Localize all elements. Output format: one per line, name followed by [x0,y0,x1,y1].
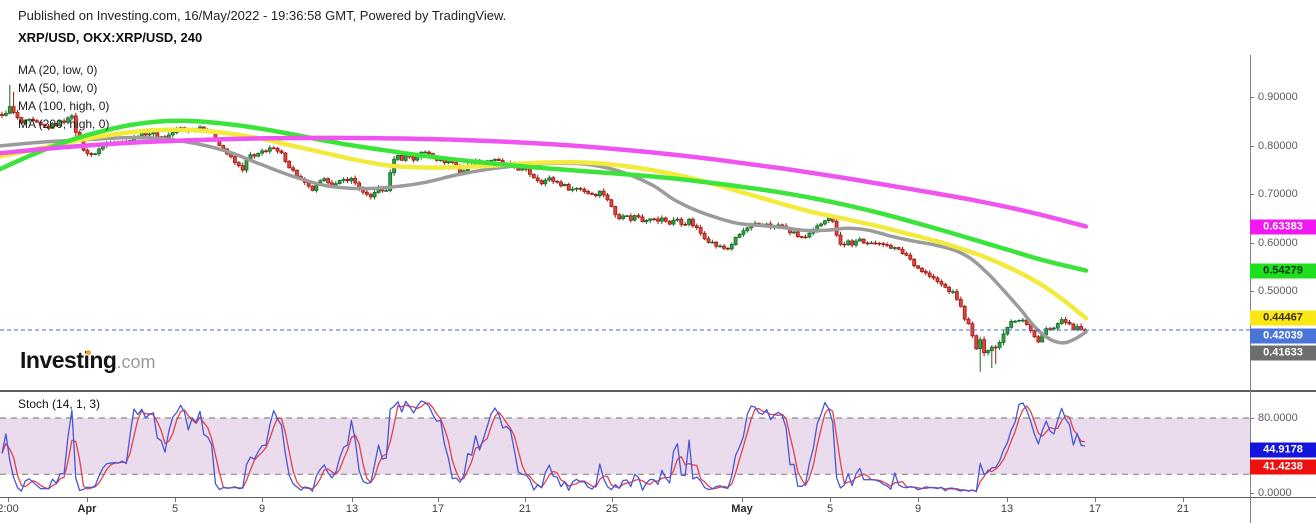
time-tick-label: 21 [1176,503,1190,515]
stoch-tick-mark [1250,418,1254,419]
time-tick-mark [742,498,743,502]
time-tick-label: 13 [345,503,359,515]
time-axis-border [0,497,1316,498]
stoch-tick-label: 0.0000 [1258,487,1292,499]
time-tick-mark [352,498,353,502]
ma50-label: MA (50, low, 0) [18,81,98,95]
stoch-label: Stoch (14, 1, 3) [18,397,101,411]
candlestick-chart[interactable] [0,55,1250,391]
time-tick-label: 5 [171,503,179,515]
time-tick-mark [830,498,831,502]
time-tick-label: 13 [1000,503,1014,515]
stochastic-pane[interactable]: Stoch (14, 1, 3) [0,392,1250,497]
time-tick-mark [175,498,176,502]
time-tick-label: 17 [431,503,445,515]
stoch-d-line [1,402,1086,492]
price-tick-label: 0.70000 [1258,188,1298,201]
time-tick-mark [612,498,613,502]
time-tick-label: 2:00 [0,503,19,515]
price-badge: 0.63383 [1250,219,1316,235]
price-tick-label: 0.90000 [1258,91,1298,104]
price-tick-mark [1250,291,1254,293]
price-badge: 0.42039 [1250,328,1316,344]
investing-logo: Investing.com [20,347,155,374]
ma100-line [0,118,1089,273]
time-tick-mark [1183,498,1184,502]
price-tick-label: 0.60000 [1258,236,1298,249]
stoch-tick-label: 80.0000 [1258,412,1298,424]
stoch-badge: 41.4238 [1250,459,1316,475]
price-tick-mark [1250,145,1254,147]
price-badge: 0.41633 [1250,345,1316,361]
investing-logo-suffix: .com [116,352,156,372]
stochastic-chart[interactable] [0,392,1250,497]
time-tick-mark [87,498,88,502]
time-tick-mark [438,498,439,502]
published-line: Published on Investing.com, 16/May/2022 … [18,8,507,23]
chart-title: XRP/USD, OKX:XRP/USD, 240 [18,30,203,45]
stoch-badge: 44.9178 [1250,442,1316,458]
ma200-label: MA (200, high, 0) [18,117,110,131]
price-badge: 0.54279 [1250,263,1316,279]
price-pane[interactable]: MA (20, low, 0) MA (50, low, 0) MA (100,… [0,55,1250,391]
ma100-label: MA (100, high, 0) [18,99,110,113]
time-tick-mark [525,498,526,502]
time-tick-label: Apr [77,503,97,515]
time-tick-label: 25 [605,503,619,515]
price-tick-mark [1250,194,1254,196]
investing-logo-dot [86,350,91,355]
time-tick-mark [8,498,9,502]
time-tick-label: 9 [914,503,922,515]
ma20-label: MA (20, low, 0) [18,63,98,77]
investing-logo-text: Investing [20,347,117,373]
time-tick-label: 17 [1088,503,1102,515]
price-tick-label: 0.80000 [1258,139,1298,152]
ma50-line [0,127,1089,321]
time-tick-mark [262,498,263,502]
price-tick-label: 0.50000 [1258,285,1298,298]
stoch-pane-top-border [0,390,1316,392]
price-badge: 0.44467 [1250,310,1316,326]
ma200-line [0,135,1089,229]
time-tick-mark [1095,498,1096,502]
time-tick-label: 5 [826,503,834,515]
stoch-band [0,418,1250,475]
stoch-k-line [1,400,1086,493]
price-tick-mark [1250,97,1254,99]
time-tick-mark [1007,498,1008,502]
stoch-tick-mark [1250,493,1254,494]
time-tick-mark [918,498,919,502]
time-tick-label: 21 [518,503,532,515]
time-tick-label: May [731,503,753,515]
price-tick-mark [1250,242,1254,244]
time-tick-label: 9 [258,503,266,515]
ma20-line [0,135,1088,345]
price-axis-border [1250,55,1251,523]
